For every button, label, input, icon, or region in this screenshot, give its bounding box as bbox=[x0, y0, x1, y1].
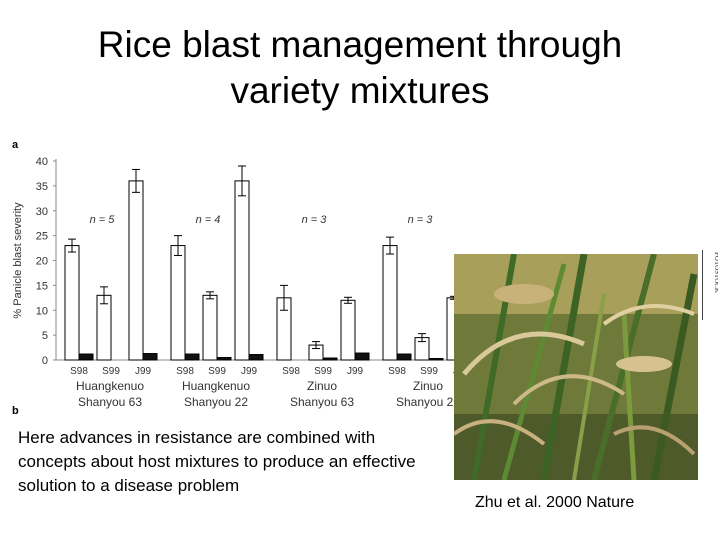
x-tick-label: J99 bbox=[347, 366, 364, 377]
bar-monoculture bbox=[128, 180, 144, 361]
bar-mixture bbox=[396, 353, 412, 361]
y-tick-label: 15 bbox=[36, 280, 48, 292]
y-axis-label: % Panicle blast severity bbox=[12, 202, 24, 319]
slide-title: Rice blast management through variety mi… bbox=[40, 22, 680, 114]
slide-caption: Here advances in resistance are combined… bbox=[18, 428, 416, 495]
group-label-line2: Shanyou 63 bbox=[78, 395, 142, 409]
y-tick-label: 30 bbox=[36, 206, 48, 218]
group-label-line1: Zinuo bbox=[413, 379, 443, 393]
photo-credit-divider bbox=[702, 250, 703, 320]
x-tick-label: S99 bbox=[102, 366, 120, 377]
x-tick-label: S98 bbox=[388, 366, 406, 377]
bar-mixture bbox=[216, 357, 232, 361]
x-tick-label: S99 bbox=[208, 366, 226, 377]
x-tick-label: S98 bbox=[282, 366, 300, 377]
citation: Zhu et al. 2000 Nature bbox=[475, 494, 635, 511]
group-label-line1: Zinuo bbox=[307, 379, 337, 393]
group-label-line1: Huangkenuo bbox=[76, 379, 144, 393]
bar-mixture bbox=[78, 353, 94, 361]
bar-mixture bbox=[184, 353, 200, 361]
bar-mixture bbox=[248, 354, 264, 361]
x-tick-label: S99 bbox=[420, 366, 438, 377]
y-tick-label: 0 bbox=[42, 355, 48, 367]
group-label-line2: Shanyou 22 bbox=[396, 395, 460, 409]
x-tick-label: S98 bbox=[70, 366, 88, 377]
bar-monoculture bbox=[202, 294, 218, 361]
x-tick-label: S99 bbox=[314, 366, 332, 377]
x-tick-label: J99 bbox=[241, 366, 258, 377]
n-label: n = 4 bbox=[196, 214, 221, 226]
panel-label-b: b bbox=[12, 405, 19, 417]
bar-mixture bbox=[322, 357, 338, 361]
y-tick-label: 20 bbox=[36, 256, 48, 268]
y-tick-label: 40 bbox=[36, 156, 48, 168]
x-tick-label: J99 bbox=[135, 366, 152, 377]
svg-text:FOTOSTOCK: FOTOSTOCK bbox=[713, 252, 718, 293]
rice-field-photo bbox=[454, 254, 698, 480]
n-label: n = 3 bbox=[408, 214, 434, 226]
y-tick-label: 35 bbox=[36, 181, 48, 193]
n-label: n = 5 bbox=[90, 214, 116, 226]
group-label-line2: Shanyou 22 bbox=[184, 395, 248, 409]
bar-monoculture bbox=[234, 180, 250, 361]
bar-mixture bbox=[428, 358, 444, 361]
bar-monoculture bbox=[340, 299, 356, 361]
bar-monoculture bbox=[96, 294, 112, 361]
group-label-line1: Huangkenuo bbox=[182, 379, 250, 393]
group-label-line2: Shanyou 63 bbox=[290, 395, 354, 409]
rice-plants-image bbox=[454, 254, 698, 480]
slide-title-line1: Rice blast management through bbox=[97, 24, 623, 65]
slide-title-line2: variety mixtures bbox=[230, 70, 490, 111]
y-tick-label: 10 bbox=[36, 305, 48, 317]
bar-monoculture bbox=[170, 245, 186, 361]
bar-mixture bbox=[354, 352, 370, 361]
bar-mixture bbox=[142, 353, 158, 361]
panel-label-a: a bbox=[12, 139, 19, 151]
photo-credit: FOTOSTOCK bbox=[713, 252, 718, 293]
bar-chart: a b % Panicle blast severity 0 5 10 15 20 25 30 35… bbox=[12, 139, 482, 417]
y-tick-label: 5 bbox=[42, 330, 48, 342]
n-label: n = 3 bbox=[302, 214, 328, 226]
bar-monoculture bbox=[382, 245, 398, 361]
x-tick-label: S98 bbox=[176, 366, 194, 377]
y-tick-label: 25 bbox=[36, 231, 48, 243]
bar-monoculture bbox=[64, 245, 80, 361]
